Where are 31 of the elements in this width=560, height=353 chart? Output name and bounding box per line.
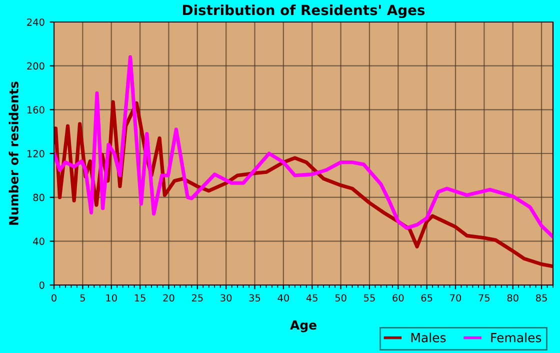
chart-title: Distribution of Residents' Ages — [183, 4, 425, 18]
y-tick-label: 200 — [27, 62, 44, 70]
x-tick-label: 5 — [80, 294, 85, 302]
line-series — [54, 55, 553, 239]
legend-label: Females — [491, 332, 542, 342]
y-tick-label: 120 — [27, 150, 44, 158]
x-tick-label: 85 — [536, 294, 547, 302]
y-tick-label: 0 — [39, 281, 44, 289]
x-tick-label: 40 — [278, 294, 289, 302]
x-tick-label: 50 — [335, 294, 346, 302]
x-tick-label: 0 — [52, 294, 56, 302]
x-tick-label: 70 — [450, 294, 462, 302]
y-tick-label: 80 — [33, 194, 44, 202]
x-tick-label: 80 — [507, 294, 518, 302]
x-tick-label: 20 — [163, 294, 174, 302]
x-tick-label: 35 — [249, 294, 260, 302]
x-tick-label: 65 — [421, 294, 432, 302]
x-tick-label: 30 — [220, 294, 232, 302]
x-axis-title: Age — [290, 320, 316, 332]
y-tick-label: 40 — [33, 238, 44, 245]
x-tick-label: 25 — [192, 294, 203, 302]
x-tick-label: 75 — [478, 294, 490, 302]
x-tick-label: 55 — [364, 294, 375, 302]
y-tick-label: 240 — [27, 18, 44, 26]
x-tick-label: 15 — [134, 294, 146, 302]
x-tick-label: 10 — [106, 294, 117, 302]
x-tick-label: 45 — [306, 294, 318, 302]
y-axis-title: Number of residents — [8, 82, 18, 225]
x-tick-label: 60 — [392, 294, 404, 302]
y-tick-label: 160 — [27, 106, 44, 114]
legend-label: Males — [411, 332, 446, 342]
